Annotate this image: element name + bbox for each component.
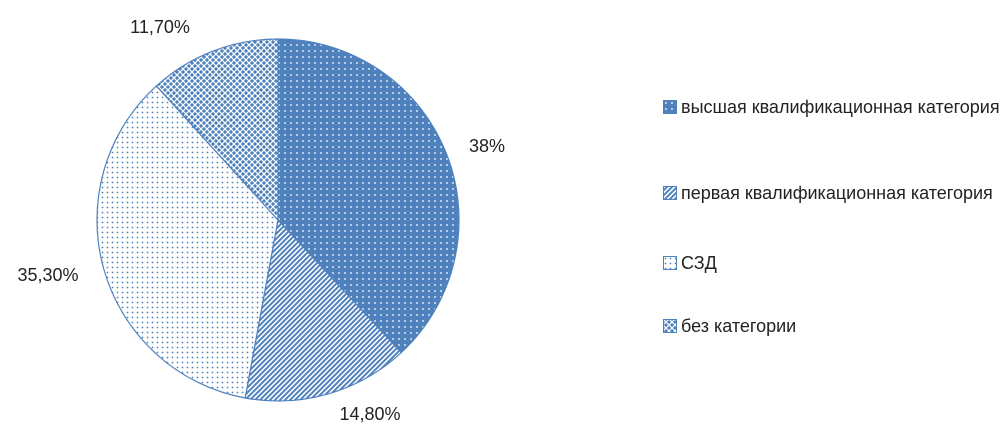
data-label: 38%	[469, 136, 505, 156]
legend-item: высшая квалификационная категория	[663, 88, 1008, 126]
pie-slice	[277, 38, 460, 354]
legend-label: СЗД	[681, 253, 717, 273]
legend-item: первая квалификационная категория	[663, 174, 1008, 212]
legend-swatch	[663, 256, 677, 270]
legend-swatch	[663, 319, 677, 333]
legend-label: без категории	[681, 316, 797, 336]
data-label: 35,30%	[17, 265, 78, 285]
legend-item: без категории	[663, 307, 1008, 345]
data-label: 11,70%	[130, 17, 190, 37]
legend-item: СЗД	[663, 244, 1008, 282]
pie-slice	[155, 38, 279, 222]
legend-swatch	[663, 186, 677, 200]
legend-swatch	[663, 100, 677, 114]
legend-label: первая квалификационная категория	[681, 183, 993, 203]
data-label: 14,80%	[339, 404, 400, 424]
legend-label: высшая квалификационная категория	[681, 97, 1000, 117]
pie-slice	[96, 85, 279, 399]
pie-slice	[244, 218, 403, 402]
